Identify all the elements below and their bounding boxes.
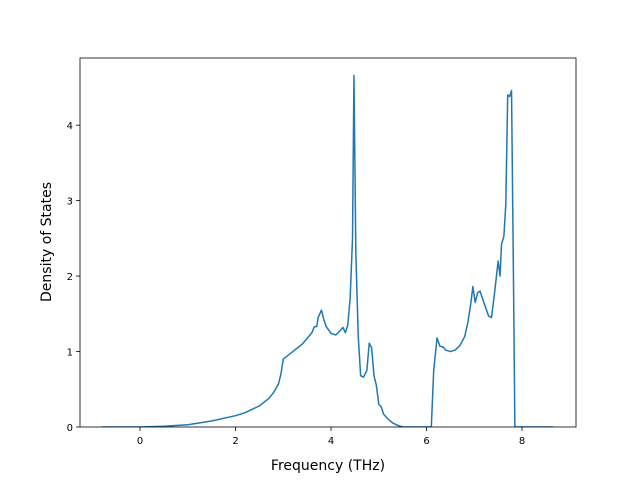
y-tick-label: 2 <box>67 272 73 283</box>
y-tick-label: 0 <box>67 423 73 434</box>
x-tick-label: 6 <box>423 436 429 447</box>
y-axis-label: Density of States <box>39 182 55 302</box>
y-tick-label: 4 <box>67 121 73 132</box>
x-tick-label: 0 <box>137 436 143 447</box>
line <box>101 74 554 427</box>
y-tick-label: 1 <box>67 348 73 359</box>
plot-frame <box>79 57 577 428</box>
x-axis-label: Frequency (THz) <box>271 458 385 474</box>
x-tick-label: 4 <box>328 436 334 447</box>
x-tick-label: 2 <box>232 436 238 447</box>
x-tick-label: 8 <box>519 436 525 447</box>
y-tick-label: 3 <box>67 197 73 208</box>
